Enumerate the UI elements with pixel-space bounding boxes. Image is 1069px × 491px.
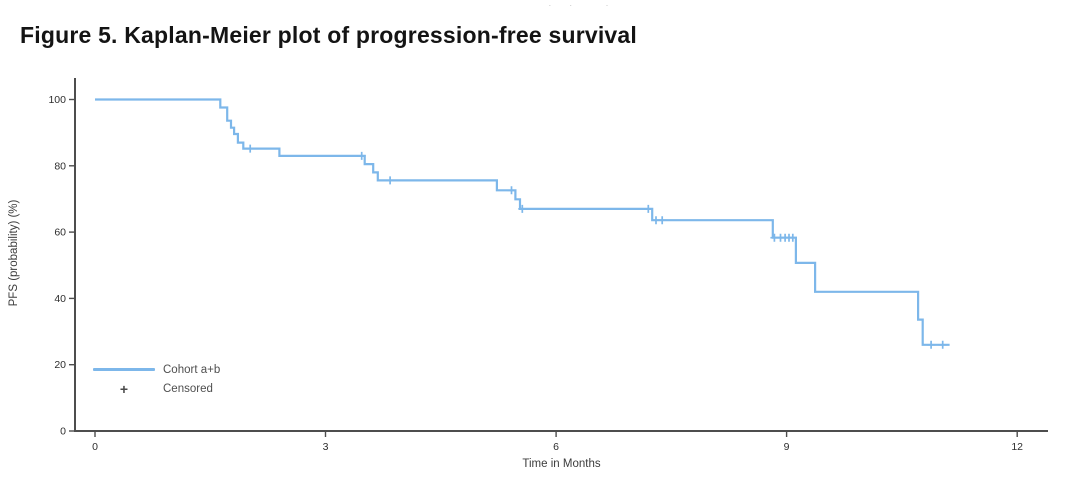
cropped-previous-axis-label: Time in Months <box>495 0 665 6</box>
figure-title: Figure 5. Kaplan-Meier plot of progressi… <box>20 22 637 48</box>
y-tick-label: 100 <box>48 94 66 106</box>
y-tick-label: 80 <box>54 160 66 172</box>
censor-mark <box>927 340 936 349</box>
y-axis-label: PFS (probability) (%) <box>8 199 20 307</box>
censor-mark <box>518 204 527 213</box>
legend-entry-cohort: Cohort a+b <box>93 360 220 379</box>
cropped-axis-label-text: Time in Months <box>543 5 618 6</box>
legend-label-censored: Censored <box>163 382 213 395</box>
y-tick-label: 40 <box>54 293 66 305</box>
x-tick-label: 9 <box>784 441 790 453</box>
legend-label-cohort: Cohort a+b <box>163 363 221 376</box>
plus-icon: + <box>119 380 129 397</box>
y-tick-label: 20 <box>54 359 66 371</box>
axis-spine <box>74 78 1048 432</box>
x-tick-label: 6 <box>553 441 559 453</box>
censor-mark <box>357 151 366 160</box>
censor-mark <box>788 233 797 242</box>
censor-mark <box>507 186 516 195</box>
legend-plus-marker: + <box>93 382 155 396</box>
legend-line-marker <box>93 368 155 371</box>
censor-mark <box>386 176 395 185</box>
y-tick-label: 0 <box>60 426 66 438</box>
legend: Cohort a+b + Censored <box>93 360 220 398</box>
y-tick-label: 60 <box>54 227 66 239</box>
x-axis-label: Time in Months <box>522 458 601 470</box>
censor-mark <box>658 216 667 225</box>
cohort-line-icon <box>93 368 155 371</box>
x-tick-label: 12 <box>1011 441 1023 453</box>
legend-entry-censored: + Censored <box>93 379 220 398</box>
censor-mark <box>938 340 947 349</box>
x-tick-label: 0 <box>92 441 98 453</box>
km-curve <box>95 98 950 346</box>
censor-mark <box>644 204 653 213</box>
x-tick-label: 3 <box>323 441 329 453</box>
censor-mark <box>246 144 255 153</box>
